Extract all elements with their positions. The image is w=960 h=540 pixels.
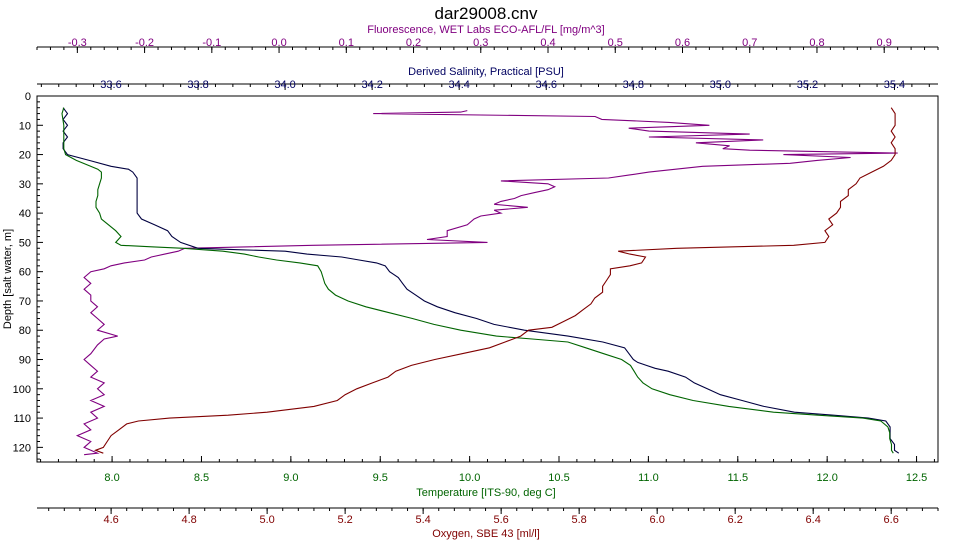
salinity-profile-line — [62, 107, 900, 454]
depth-tick-label: 60 — [19, 267, 31, 279]
oxygen-tick-label: 5.4 — [415, 514, 430, 526]
depth-tick-label: 50 — [19, 237, 31, 249]
oxygen-axis: Oxygen, SBE 43 [ml/l] 4.6 4.8 5.0 5.2 5.4 5.6… — [37, 507, 939, 540]
depth-tick-label: 0 — [25, 91, 31, 103]
fluorescence-axis: Fluorescence, WET Labs ECO-AFL/FL [mg/m^… — [36, 24, 939, 53]
oxygen-tick-label: 6.2 — [728, 514, 743, 526]
oxygen-profile-line — [93, 107, 896, 454]
salinity-tick-label: 35.2 — [797, 79, 818, 91]
fluorescence-tick-label: -0.1 — [202, 37, 221, 49]
salinity-tick-label: 34.4 — [448, 79, 469, 91]
depth-tick-label: 90 — [19, 355, 31, 367]
fluorescence-tick-label: 0.6 — [675, 37, 690, 49]
temperature-profile-line — [61, 107, 894, 454]
temperature-tick-label: 8.5 — [194, 472, 209, 484]
series-layer — [61, 107, 900, 456]
fluorescence-tick-label: 0.9 — [877, 37, 892, 49]
temperature-tick-label: 12.5 — [906, 472, 927, 484]
depth-axis: Depth [salt water, m] 0 10 20 30 40 50 60 70 80 9… — [2, 91, 43, 460]
salinity-tick-label: 33.6 — [100, 79, 121, 91]
temperature-axis-label: Temperature [ITS-90, deg C] — [416, 487, 555, 499]
temperature-tick-label: 9.5 — [373, 472, 388, 484]
oxygen-tick-label: 4.6 — [103, 514, 118, 526]
depth-tick-label: 80 — [19, 325, 31, 337]
plot-frame — [36, 95, 939, 463]
oxygen-tick-label: 6.4 — [806, 514, 821, 526]
oxygen-tick-label: 5.2 — [337, 514, 352, 526]
temperature-tick-label: 9.0 — [283, 472, 298, 484]
depth-tick-label: 110 — [13, 413, 31, 425]
salinity-tick-label: 34.8 — [623, 79, 644, 91]
depth-tick-label: 20 — [19, 150, 31, 162]
temperature-tick-label: 12.0 — [816, 472, 837, 484]
oxygen-tick-label: 5.8 — [572, 514, 587, 526]
salinity-tick-label: 34.6 — [536, 79, 557, 91]
salinity-tick-label: 34.0 — [274, 79, 295, 91]
chart-title: dar29008.cnv — [434, 4, 538, 23]
salinity-tick-label: 34.2 — [361, 79, 382, 91]
fluorescence-tick-label: 0.7 — [742, 37, 757, 49]
depth-tick-label: 120 — [13, 442, 31, 454]
salinity-tick-label: 35.4 — [884, 79, 905, 91]
fluorescence-tick-label: -0.3 — [68, 37, 87, 49]
temperature-axis: Temperature [ITS-90, deg C] 8.0 8.5 9.0 9.5… — [40, 456, 935, 499]
salinity-tick-label: 35.0 — [710, 79, 731, 91]
fluorescence-profile-line — [75, 110, 898, 456]
salinity-axis-label: Derived Salinity, Practical [PSU] — [408, 66, 564, 78]
fluorescence-tick-label: 0.2 — [406, 37, 421, 49]
salinity-tick-label: 33.8 — [187, 79, 208, 91]
depth-tick-label: 10 — [19, 120, 31, 132]
fluorescence-tick-label: 0.3 — [473, 37, 488, 49]
temperature-tick-label: 10.0 — [459, 472, 480, 484]
depth-tick-label: 70 — [19, 296, 31, 308]
temperature-tick-label: 11.5 — [727, 472, 748, 484]
oxygen-tick-label: 6.6 — [884, 514, 899, 526]
depth-tick-label: 40 — [19, 208, 31, 220]
depth-tick-label: 30 — [19, 179, 31, 191]
fluorescence-tick-label: -0.2 — [135, 37, 154, 49]
fluorescence-axis-label: Fluorescence, WET Labs ECO-AFL/FL [mg/m^… — [367, 24, 604, 36]
fluorescence-tick-label: 0.5 — [608, 37, 623, 49]
fluorescence-tick-label: 0.8 — [809, 37, 824, 49]
temperature-tick-label: 8.0 — [104, 472, 119, 484]
depth-axis-label: Depth [salt water, m] — [2, 229, 14, 329]
fluorescence-tick-label: 0.4 — [540, 37, 555, 49]
salinity-axis: Derived Salinity, Practical [PSU] 33.6 33… — [37, 66, 938, 91]
temperature-tick-label: 10.5 — [548, 472, 569, 484]
oxygen-axis-label: Oxygen, SBE 43 [ml/l] — [432, 528, 540, 540]
oxygen-tick-label: 5.0 — [259, 514, 274, 526]
oxygen-tick-label: 4.8 — [181, 514, 196, 526]
temperature-tick-label: 11.0 — [638, 472, 659, 484]
fluorescence-tick-label: 0.0 — [271, 37, 286, 49]
depth-tick-label: 100 — [13, 384, 31, 396]
oxygen-tick-label: 6.0 — [650, 514, 665, 526]
fluorescence-tick-label: 0.1 — [339, 37, 354, 49]
oxygen-tick-label: 5.6 — [494, 514, 509, 526]
plot-area — [36, 95, 939, 463]
